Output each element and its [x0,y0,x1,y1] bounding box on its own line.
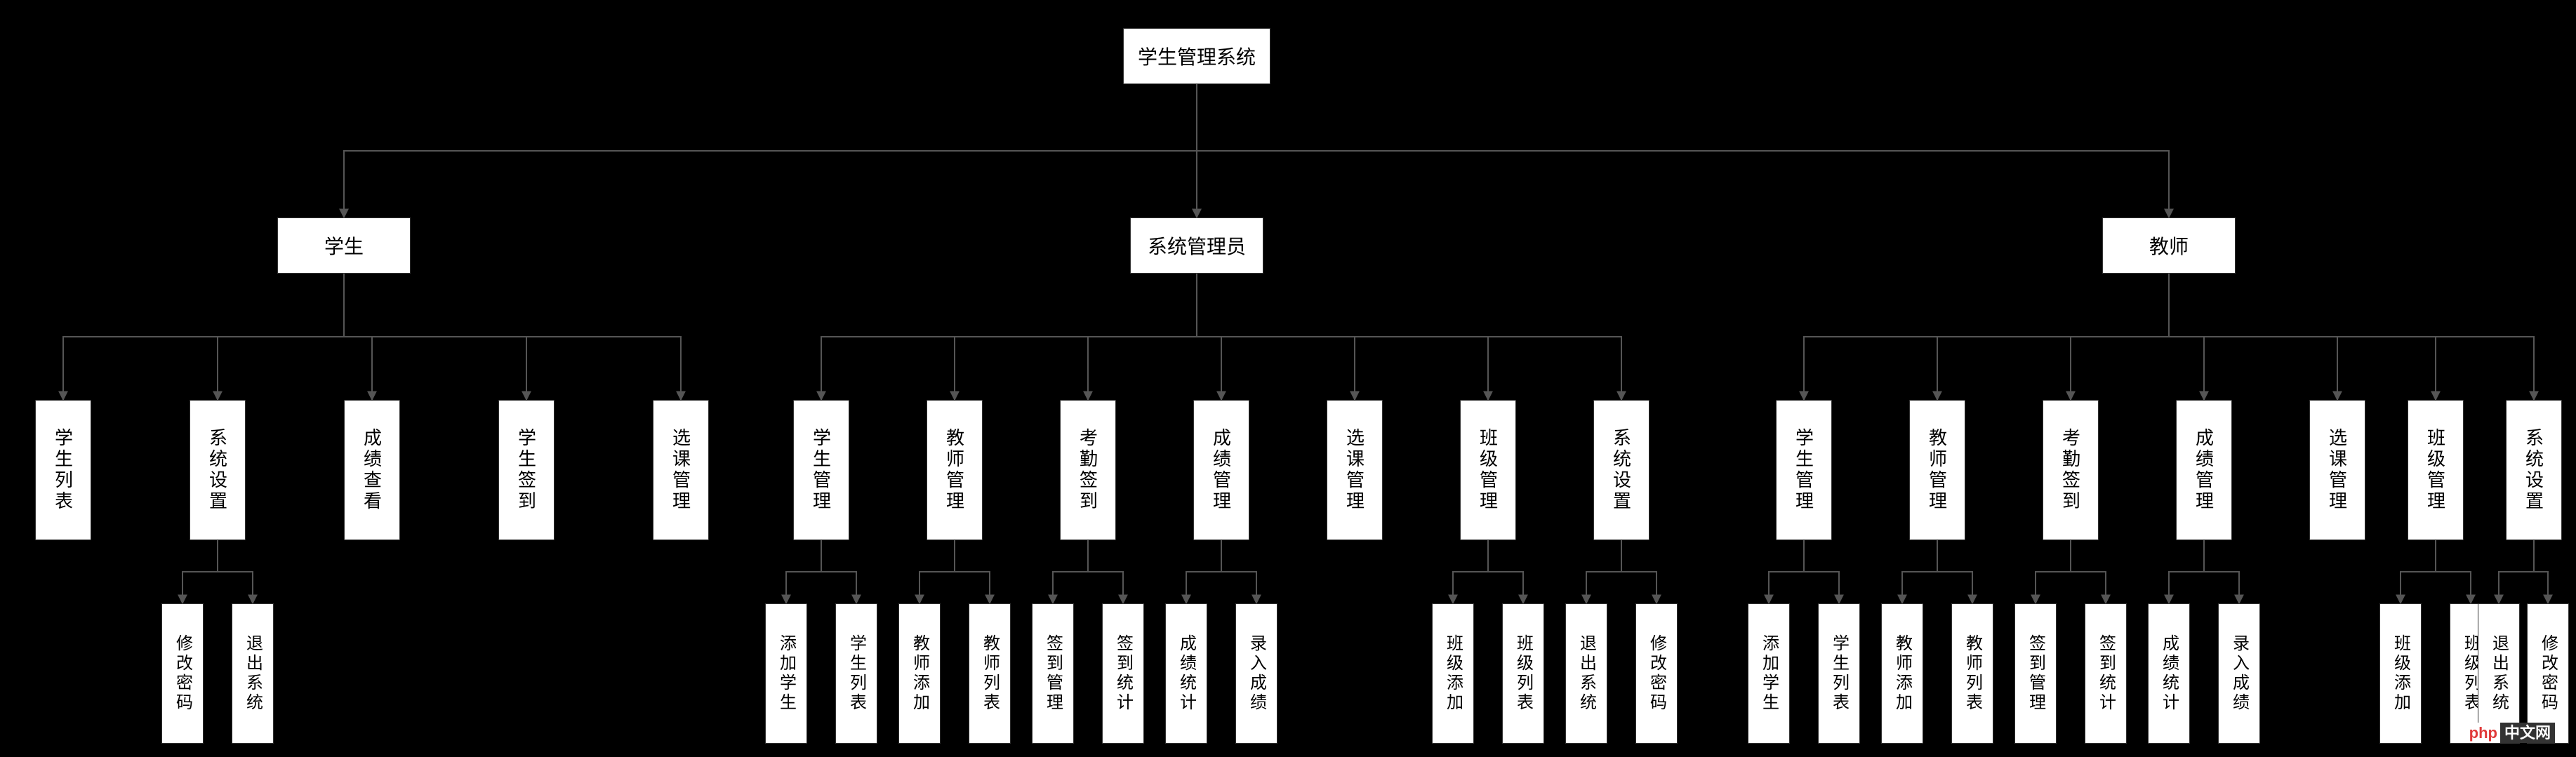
level3-node: 签到统计 [2085,603,2127,744]
level2-node: 教师管理 [1909,400,1965,540]
level2-node: 学生管理 [1776,400,1832,540]
level3-node: 学生列表 [1818,603,1860,744]
level2-node: 选课管理 [653,400,709,540]
level3-node: 退出系统 [232,603,274,744]
watermark-left: php [2467,723,2500,743]
level2-node: 成绩查看 [344,400,400,540]
level1-node: 系统管理员 [1130,217,1263,274]
level2-node: 学生签到 [498,400,555,540]
level2-node: 班级管理 [2408,400,2464,540]
level3-node: 教师添加 [1881,603,1923,744]
level3-node: 签到管理 [2014,603,2057,744]
level2-node: 学生列表 [35,400,91,540]
level3-node: 班级列表 [1502,603,1544,744]
level3-node: 教师列表 [1951,603,1993,744]
level3-node: 签到管理 [1032,603,1074,744]
level2-node: 系统设置 [2506,400,2562,540]
level2-node: 班级管理 [1460,400,1516,540]
level3-node: 录入成绩 [2218,603,2260,744]
level2-node: 考勤签到 [1060,400,1116,540]
level2-node: 系统设置 [190,400,246,540]
level3-node: 录入成绩 [1235,603,1277,744]
level2-node: 系统设置 [1593,400,1649,540]
level1-node: 学生 [277,217,411,274]
watermark: php中文网 [2467,721,2555,743]
level3-node: 班级添加 [2379,603,2422,744]
level2-node: 成绩管理 [1193,400,1249,540]
level3-node: 成绩统计 [1165,603,1207,744]
level3-node: 班级添加 [1432,603,1474,744]
root-node: 学生管理系统 [1123,28,1270,84]
level3-node: 成绩统计 [2148,603,2190,744]
level3-node: 修改密码 [1635,603,1678,744]
level3-node: 签到统计 [1102,603,1144,744]
level3-node: 学生列表 [835,603,877,744]
level3-node: 修改密码 [161,603,204,744]
level3-node: 添加学生 [1748,603,1790,744]
level3-node: 退出系统 [1565,603,1607,744]
level2-node: 成绩管理 [2176,400,2232,540]
level3-node: 教师列表 [969,603,1011,744]
level2-node: 选课管理 [1327,400,1383,540]
level2-node: 考勤签到 [2043,400,2099,540]
level3-node: 添加学生 [765,603,807,744]
level2-node: 选课管理 [2309,400,2365,540]
level3-node: 教师添加 [898,603,941,744]
watermark-right: 中文网 [2500,723,2555,743]
level2-node: 教师管理 [927,400,983,540]
level2-node: 学生管理 [793,400,849,540]
level1-node: 教师 [2102,217,2236,274]
